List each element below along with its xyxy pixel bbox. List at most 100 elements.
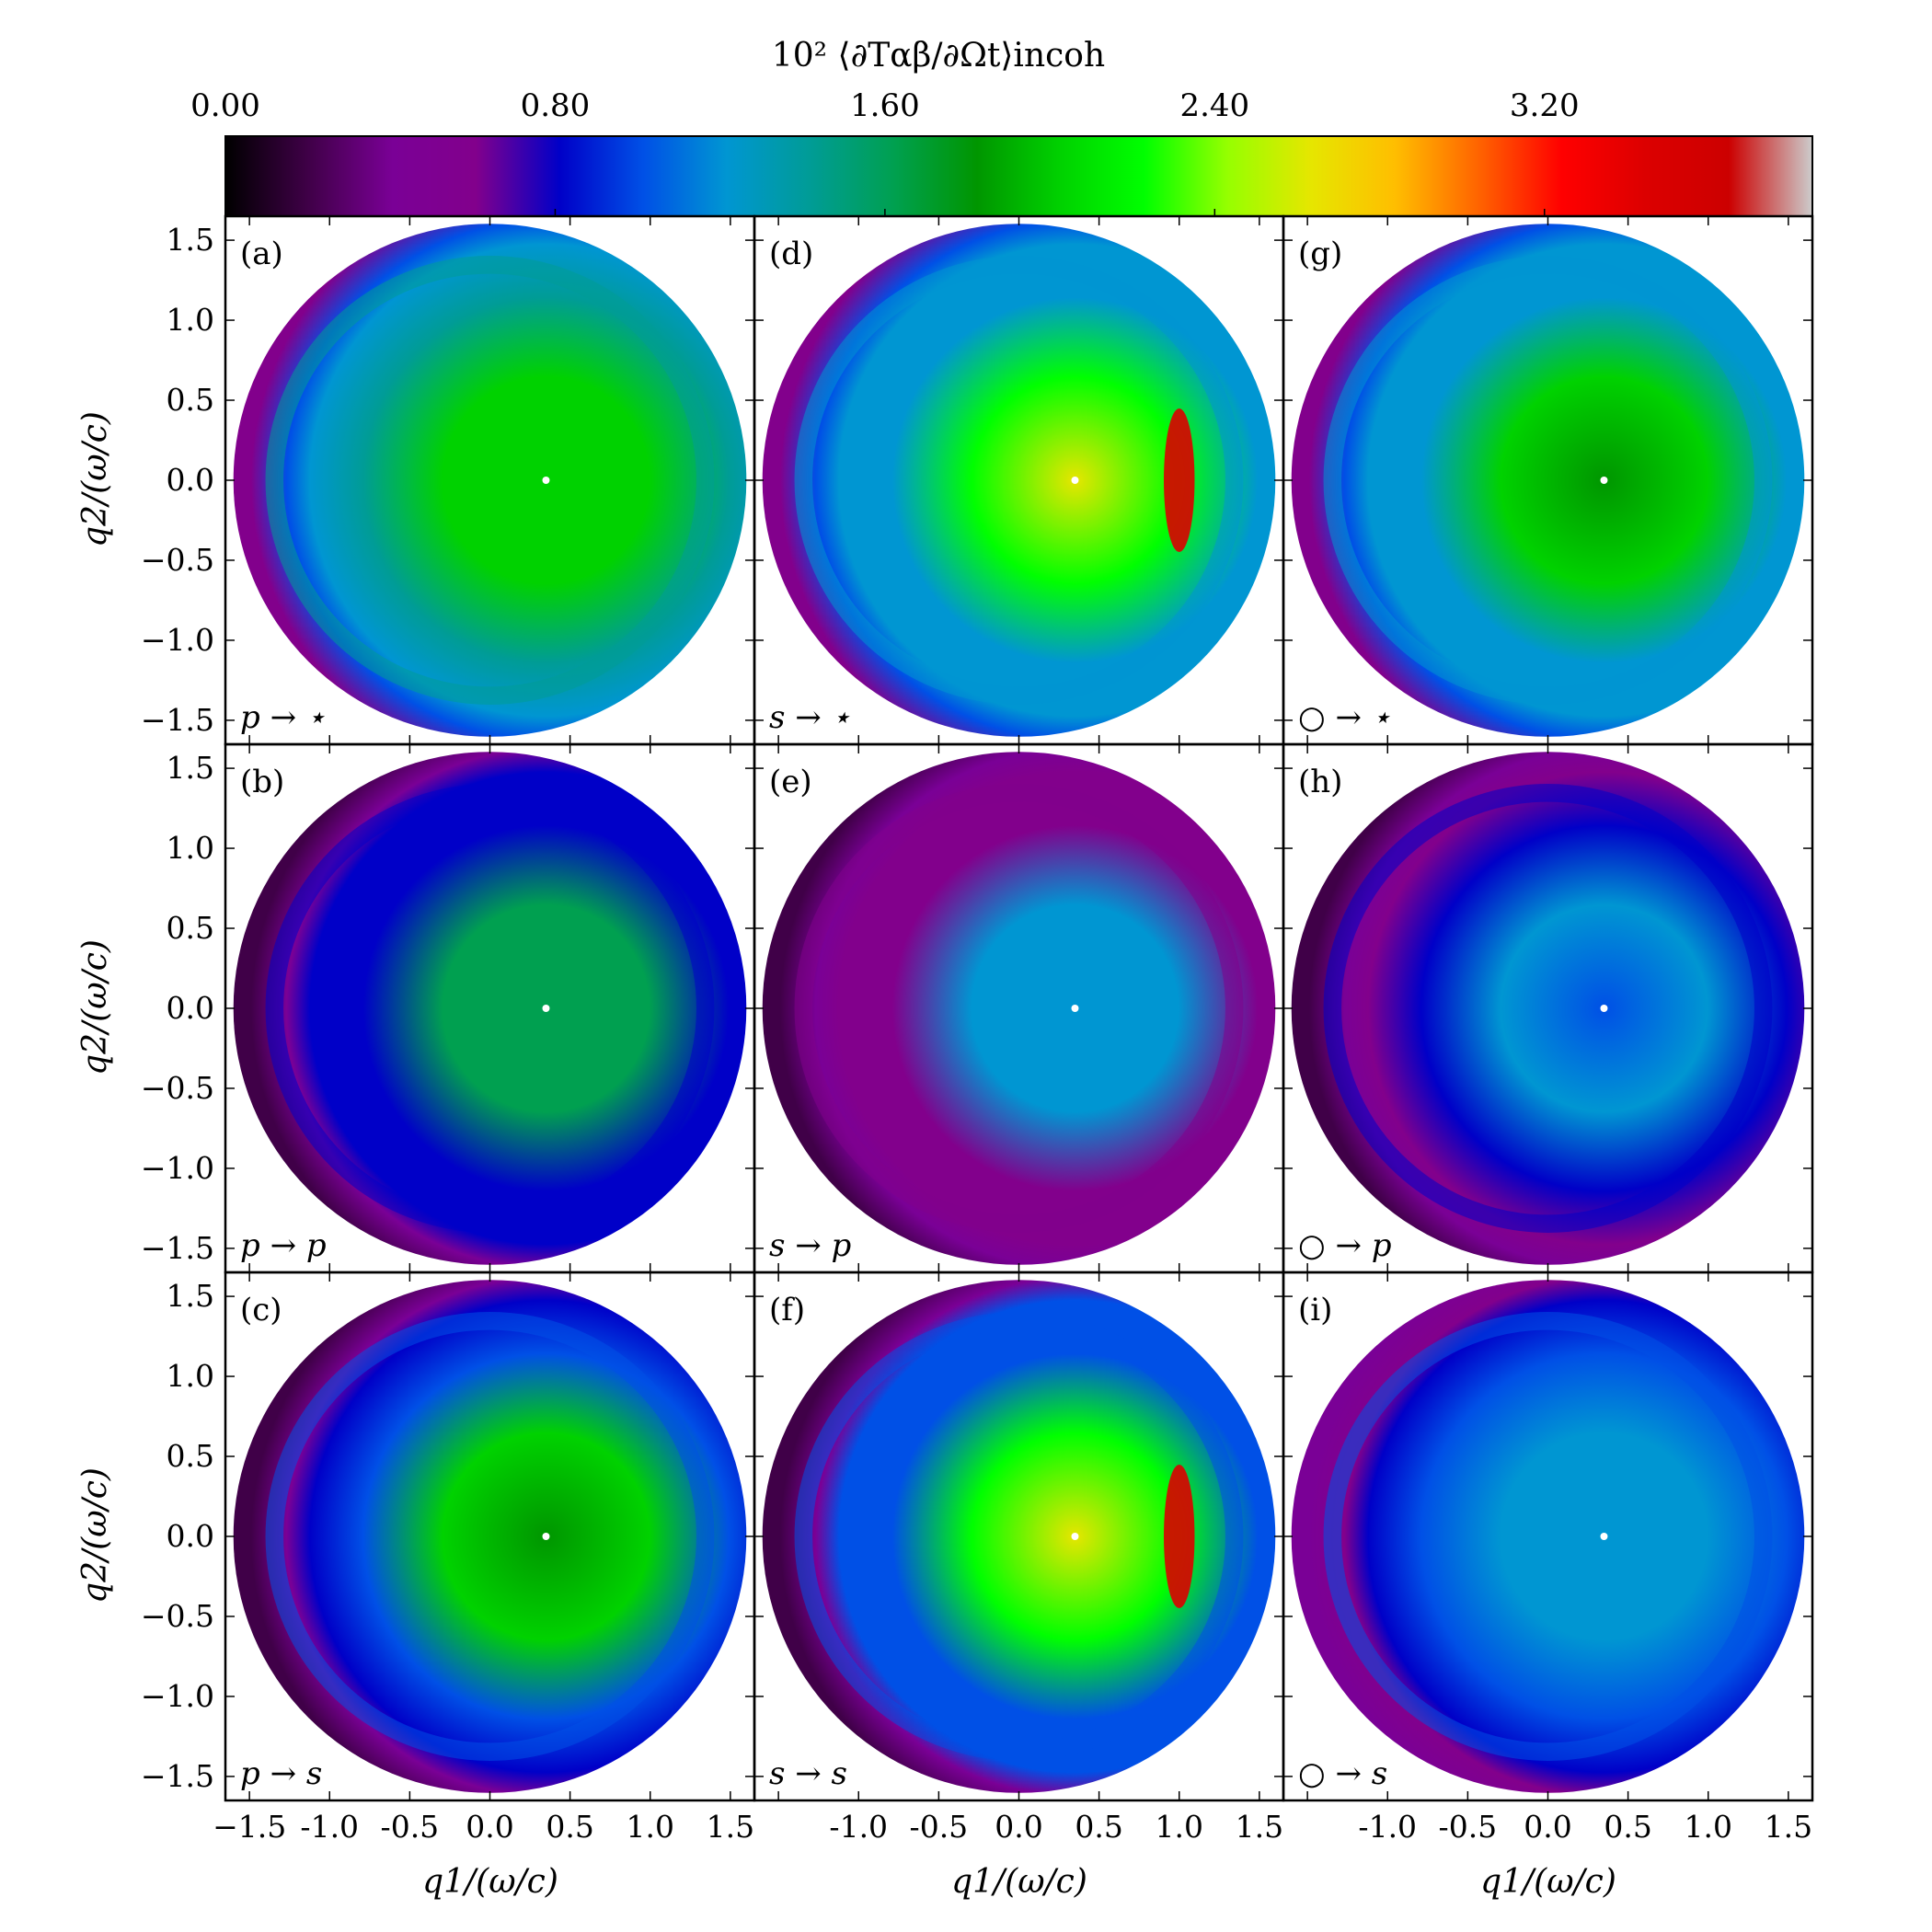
y-tick-label: 0.0 (167, 462, 214, 498)
y-tick-label: 1.5 (167, 750, 214, 786)
x-tick-label: 1.0 (627, 1809, 674, 1845)
colorbar-tick-label: 1.60 (850, 87, 920, 124)
y-tick-label: −1.5 (141, 1230, 214, 1266)
x-tick-label: 0.5 (1604, 1809, 1651, 1845)
heatmap-disk-group (233, 224, 747, 737)
colorbar-tick-label: 0.80 (521, 87, 591, 124)
heatmap-disk-group (1291, 224, 1805, 737)
specular-point (1600, 1005, 1608, 1012)
y-tick-label: 0.0 (167, 990, 214, 1026)
panel-id-label: (i) (1298, 1292, 1332, 1328)
x-tick-label: −1.5 (213, 1809, 286, 1845)
heatmap-disk-group (762, 1280, 1276, 1793)
x-tick-label: -0.5 (381, 1809, 440, 1845)
heatmap-ring (794, 1312, 1244, 1761)
heatmap-peak (1164, 408, 1195, 553)
y-tick-label: 1.5 (167, 1278, 214, 1314)
specular-point (542, 1005, 550, 1012)
colorbar: 10² ⟨∂Tαβ/∂Ωt⟩incoh 0.00 0.80 1.60 2.40 3.20 (190, 37, 1813, 217)
y-tick-label: 0.0 (167, 1518, 214, 1554)
panel-b: 1.5 1.0 0.5 0.0 −0.5 −1.0 −1.5 (b) p → p (141, 742, 756, 1274)
heatmap-ring (1323, 784, 1773, 1233)
x-tick-label: -0.5 (910, 1809, 969, 1845)
panel-id-label: (a) (240, 236, 283, 272)
x-tick-label: 1.5 (1765, 1809, 1812, 1845)
panel-id-label: (h) (1298, 764, 1342, 800)
panel-c: 1.5 1.0 0.5 0.0 −0.5 −1.0 −1.5 −1.5 -1.0 -0.5 0.0 0… (141, 1271, 756, 1845)
x-tick-label: 1.5 (707, 1809, 754, 1845)
panel-mode-label: s → p (769, 1227, 851, 1264)
x-tick-label: 0.0 (995, 1809, 1042, 1845)
x-tick-label: 1.5 (1236, 1809, 1283, 1845)
panel-h: (h) ○ → p (1282, 742, 1814, 1274)
y-tick-label: 0.5 (167, 910, 214, 946)
heatmap-disk-group (1291, 1280, 1805, 1793)
heatmap-disk (233, 224, 747, 737)
panel-mode-label: p → ⋆ (240, 699, 326, 736)
panel-id-label: (b) (240, 764, 284, 800)
panel-g: (g) ○ → ⋆ (1282, 214, 1814, 746)
y-tick-label: 1.5 (167, 222, 214, 258)
y-tick-label: 1.0 (167, 302, 214, 338)
colorbar-tick-label: 3.20 (1510, 87, 1580, 124)
panel-id-label: (c) (240, 1292, 282, 1328)
xlabel-col-2: q1/(ω/c) (951, 1863, 1087, 1901)
y-tick-label: −1.5 (141, 702, 214, 738)
panel-mode-label: s → s (769, 1755, 847, 1792)
ylabel-row-2: q2/(ω/c) (76, 939, 114, 1075)
panel-mode-label: s → ⋆ (769, 699, 851, 736)
x-tick-label: 0.0 (466, 1809, 513, 1845)
panel-a: 1.5 1.0 0.5 0.0 −0.5 −1.0 −1.5 (a) p → ⋆ (141, 214, 756, 746)
y-tick-label: −1.0 (141, 1150, 214, 1186)
y-tick-label: −1.0 (141, 622, 214, 658)
colorbar-title: 10² ⟨∂Tαβ/∂Ωt⟩incoh (772, 37, 1105, 75)
heatmap-ring (265, 1312, 715, 1761)
x-tick-label: -1.0 (829, 1809, 888, 1845)
y-tick-label: 1.0 (167, 830, 214, 866)
axis-labels: q2/(ω/c) q2/(ω/c) q2/(ω/c) q1/(ω/c) q1/(… (76, 411, 1616, 1901)
specular-point (1600, 1533, 1608, 1540)
specular-point (542, 1533, 550, 1540)
heatmap-disk (233, 1280, 747, 1793)
heatmap-disk (233, 752, 747, 1265)
heatmap-ring (794, 256, 1244, 705)
panel-id-label: (e) (769, 764, 812, 800)
xlabel-col-1: q1/(ω/c) (422, 1863, 558, 1901)
panel-id-label: (f) (769, 1292, 805, 1328)
heatmap-ring (794, 784, 1244, 1233)
heatmap-disk-group (762, 752, 1276, 1265)
x-tick-label: -0.5 (1439, 1809, 1498, 1845)
colorbar-ticks: 0.00 0.80 1.60 2.40 3.20 (190, 87, 1580, 216)
y-tick-label: 1.0 (167, 1358, 214, 1394)
specular-point (1071, 477, 1079, 484)
specular-point (1071, 1005, 1079, 1012)
x-tick-label: 1.0 (1156, 1809, 1203, 1845)
x-tick-label: -1.0 (1358, 1809, 1417, 1845)
x-tick-label: 1.0 (1685, 1809, 1732, 1845)
panel-mode-label: p → s (240, 1755, 322, 1792)
xlabel-col-3: q1/(ω/c) (1480, 1863, 1616, 1901)
panel-f: -1.0 -0.5 0.0 0.5 1.0 1.5 (f) s → s (753, 1271, 1285, 1845)
heatmap-disk-group (762, 224, 1276, 737)
panel-mode-label: ○ → ⋆ (1298, 699, 1391, 736)
y-tick-label: −1.5 (141, 1758, 214, 1794)
specular-point (1071, 1533, 1079, 1540)
panel-mode-label: p → p (240, 1227, 327, 1264)
y-tick-label: −0.5 (141, 1598, 214, 1634)
heatmap-ring (265, 784, 715, 1233)
colorbar-gradient (224, 135, 1813, 217)
y-tick-label: −0.5 (141, 1070, 214, 1106)
heatmap-disk (1291, 1280, 1805, 1793)
heatmap-peak (1164, 1464, 1195, 1609)
heatmap-disk-group (233, 1280, 747, 1793)
heatmap-ring (1323, 256, 1773, 705)
heatmap-disk-group (233, 752, 747, 1265)
panel-mode-label: ○ → s (1298, 1755, 1387, 1792)
colorbar-tick-label: 2.40 (1179, 87, 1249, 124)
x-tick-label: 0.0 (1524, 1809, 1571, 1845)
ylabel-row-1: q2/(ω/c) (76, 411, 114, 547)
y-tick-label: −0.5 (141, 542, 214, 578)
heatmap-disk-group (1291, 752, 1805, 1265)
heatmap-ring (1323, 1312, 1773, 1761)
